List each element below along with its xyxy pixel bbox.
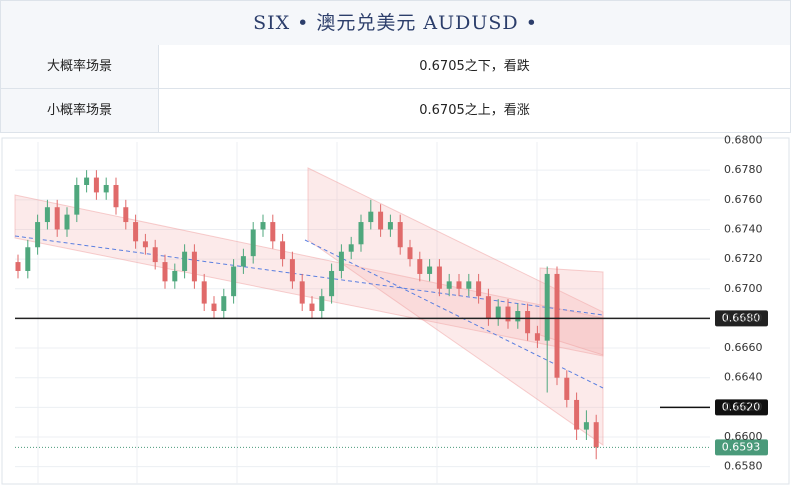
candle-body [211, 303, 217, 311]
candle-body [35, 222, 41, 248]
y-tick-label: 0.6620 [724, 400, 763, 413]
table-row: 小概率场景 0.6705之上，看涨 [0, 89, 791, 133]
price-tag-label: 0.6593 [722, 440, 761, 453]
candle-body [172, 270, 178, 282]
y-tick-label: 0.6760 [724, 193, 763, 206]
y-tick-label: 0.6720 [724, 252, 763, 265]
candle-body [485, 296, 491, 319]
candle-body [113, 184, 119, 208]
candle-body [574, 399, 580, 430]
price-tag-label: 0.6680 [722, 311, 761, 324]
candle-body [446, 281, 452, 289]
candle-body [329, 270, 335, 297]
candle-body [309, 303, 315, 311]
candle-body [534, 333, 540, 341]
candle-body [407, 247, 413, 260]
cell-value: 0.6705之上，看涨 [419, 103, 530, 118]
cell-value: 0.6705之下，看跌 [419, 59, 530, 74]
y-tick-label: 0.6660 [724, 341, 763, 354]
price-tag [715, 439, 768, 456]
candle-body [387, 222, 393, 230]
y-tick-label: 0.6580 [724, 460, 763, 473]
channel [307, 167, 604, 446]
candle-body [152, 247, 158, 263]
title: SIX • 澳元兑美元 AUDUSD • [0, 0, 791, 46]
candle-body [368, 211, 374, 223]
candle-body [427, 266, 433, 274]
candle-body [44, 207, 50, 223]
candle-body [64, 214, 70, 230]
candle-body [476, 281, 482, 297]
candle-body [466, 281, 472, 289]
candle-body [525, 311, 531, 334]
y-tick-label: 0.6640 [724, 371, 763, 384]
vertical-grid [37, 142, 638, 484]
candle-body [554, 273, 560, 378]
candle-body [338, 251, 344, 271]
candle-body [544, 273, 550, 341]
candle-body [505, 306, 511, 322]
candle-body [397, 222, 403, 248]
candle-body [348, 244, 354, 252]
candle-body [456, 281, 462, 289]
candle-body [93, 177, 99, 193]
candle-body [593, 422, 599, 448]
candle-body [221, 296, 227, 311]
candle-body [319, 296, 325, 311]
candle-body [103, 184, 109, 193]
candle-body [201, 281, 207, 304]
candle-body [417, 259, 423, 274]
candle-body [84, 177, 90, 185]
candle-body [250, 229, 256, 257]
price-tag-label: 0.6620 [722, 400, 761, 413]
candle-body [299, 281, 305, 304]
y-tick-label: 0.6800 [724, 134, 763, 147]
table-row: 大概率场景 0.6705之下，看跌 [0, 45, 791, 89]
candle-body [240, 256, 246, 267]
y-tick-label: 0.6680 [724, 311, 763, 324]
candle-body [191, 251, 197, 282]
y-tick-label: 0.6600 [724, 430, 763, 443]
candle-body [289, 259, 295, 282]
candle-body [54, 207, 60, 230]
cell-key: 大概率场景 [1, 45, 159, 88]
candle-body [162, 262, 168, 282]
candle-body [182, 251, 188, 271]
candle-body [260, 222, 266, 230]
candle-body [133, 222, 139, 242]
trend-line [14, 235, 604, 316]
candle-body [378, 211, 384, 230]
candle-body [270, 222, 276, 242]
candle-body [495, 306, 501, 319]
candle-body [358, 222, 364, 245]
price-tag [715, 399, 768, 416]
candle-body [74, 184, 80, 215]
candle-body [123, 207, 129, 223]
candle-body [280, 241, 286, 260]
candle-body [25, 247, 31, 271]
candle-body [436, 266, 442, 289]
cell-key: 小概率场景 [1, 89, 159, 132]
chart-frame [1, 137, 790, 485]
y-tick-label: 0.6780 [724, 163, 763, 176]
candle-body [583, 422, 589, 430]
candle-body [142, 241, 148, 248]
y-tick-label: 0.6700 [724, 282, 763, 295]
candle-body [231, 266, 237, 297]
candle-body [515, 311, 521, 322]
y-tick-label: 0.6740 [724, 222, 763, 235]
price-tag [715, 310, 768, 327]
candle-body [564, 377, 570, 400]
candle-body [15, 262, 21, 271]
